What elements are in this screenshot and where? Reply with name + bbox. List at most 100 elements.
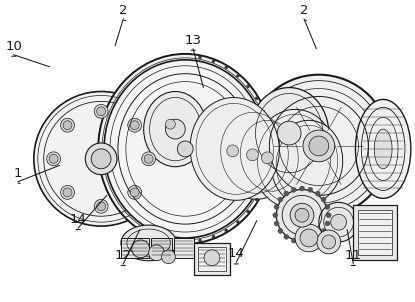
Ellipse shape [121,225,176,261]
Circle shape [247,210,249,213]
Circle shape [308,187,313,192]
Ellipse shape [252,109,336,208]
Circle shape [303,130,334,162]
Text: 12: 12 [115,249,132,262]
Circle shape [132,240,150,258]
Circle shape [212,60,215,63]
Circle shape [261,152,273,164]
Circle shape [227,145,239,157]
Text: 2: 2 [300,4,308,17]
Circle shape [85,143,117,175]
Circle shape [325,221,330,226]
Circle shape [315,191,320,196]
Circle shape [295,224,323,252]
Circle shape [166,119,185,139]
Circle shape [63,121,72,130]
Circle shape [309,136,329,156]
Circle shape [269,140,271,143]
Circle shape [144,154,153,163]
Circle shape [322,235,336,249]
Circle shape [284,234,289,239]
Bar [121,238,149,258]
Circle shape [97,202,105,211]
Circle shape [269,155,271,158]
Circle shape [262,185,265,188]
Text: 1: 1 [14,167,22,180]
Circle shape [94,199,108,213]
Text: 10: 10 [5,40,22,53]
Circle shape [326,213,331,218]
Circle shape [128,118,142,132]
Text: 14: 14 [70,213,87,226]
Circle shape [321,197,326,202]
Text: 13: 13 [185,34,202,47]
Circle shape [61,185,74,199]
Circle shape [97,107,105,116]
Text: 2: 2 [119,4,127,17]
Circle shape [300,186,305,191]
Circle shape [177,141,193,157]
Circle shape [274,221,279,226]
Circle shape [63,188,72,197]
Bar [174,238,194,258]
Ellipse shape [98,54,272,244]
Circle shape [94,104,108,118]
Circle shape [128,185,142,199]
Circle shape [248,75,390,217]
Circle shape [225,229,228,232]
Circle shape [247,149,259,161]
Bar [359,210,392,255]
Bar [198,247,226,271]
Ellipse shape [234,114,304,197]
Circle shape [130,121,139,130]
Text: 14: 14 [228,247,245,260]
Circle shape [308,238,313,243]
Circle shape [317,230,341,254]
Ellipse shape [374,129,392,169]
Circle shape [247,85,249,88]
Bar [151,238,172,258]
Circle shape [225,66,228,69]
Circle shape [331,214,347,230]
Circle shape [291,238,296,243]
Ellipse shape [249,88,329,178]
Circle shape [325,204,330,209]
Circle shape [277,121,301,145]
Circle shape [278,197,283,202]
Circle shape [262,110,265,113]
Circle shape [149,245,164,261]
Circle shape [273,213,278,218]
Ellipse shape [144,92,207,167]
Ellipse shape [190,98,279,200]
Circle shape [284,191,289,196]
Ellipse shape [271,120,343,205]
Text: 11: 11 [345,249,362,262]
Circle shape [266,170,269,173]
Ellipse shape [355,99,411,198]
Circle shape [255,198,258,201]
Circle shape [266,125,269,128]
Circle shape [237,220,239,223]
Circle shape [276,189,328,241]
Ellipse shape [215,107,294,199]
Circle shape [47,152,61,166]
Circle shape [34,92,168,226]
Circle shape [290,203,314,227]
Circle shape [291,187,296,192]
Circle shape [255,97,258,100]
Circle shape [274,204,279,209]
Bar [354,205,397,260]
Circle shape [295,208,309,222]
Circle shape [91,149,111,169]
Circle shape [198,239,202,242]
Bar [194,243,230,275]
Circle shape [300,229,318,247]
Circle shape [319,202,359,242]
Circle shape [161,250,176,264]
Circle shape [321,228,326,233]
Circle shape [278,228,283,233]
Circle shape [237,74,239,77]
Circle shape [49,154,58,163]
Circle shape [130,188,139,197]
Circle shape [61,118,74,132]
